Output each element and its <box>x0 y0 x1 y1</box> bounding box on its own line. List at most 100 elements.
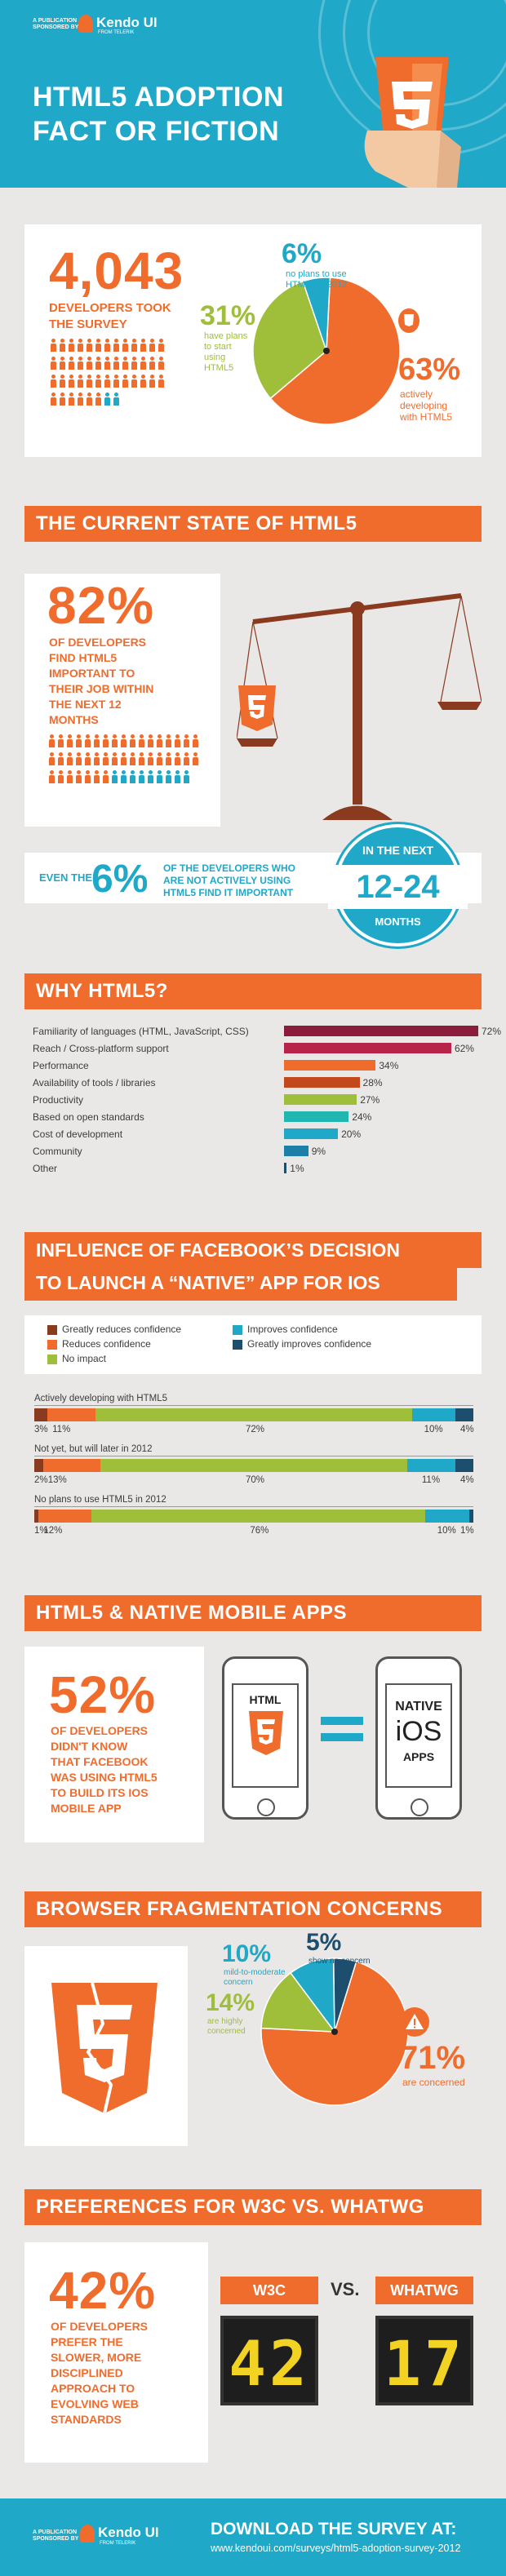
fb-segment-value: 1% <box>34 1526 48 1536</box>
legend-swatch <box>233 1339 242 1350</box>
person-icon <box>165 770 172 783</box>
brand-tagline: FROM TELERIK <box>98 30 135 35</box>
person-icon <box>140 357 147 370</box>
section-banner-fragmentation: BROWSER FRAGMENTATION CONCERNS <box>24 1891 482 1927</box>
pie-no-plans-label-1: no plans to use <box>286 269 347 279</box>
person-icon <box>57 734 64 747</box>
frag-highly-label: are highly concerned <box>207 2017 246 2037</box>
even-text-1: OF THE DEVELOPERS WHO <box>163 862 296 874</box>
person-icon <box>104 392 111 406</box>
fb-group-title: Actively developing with HTML5 <box>34 1394 167 1403</box>
survey-card <box>24 224 482 457</box>
fb-group-title: Not yet, but will later in 2012 <box>34 1444 153 1454</box>
download-url-link[interactable]: www.kendoui.com/surveys/html5-adoption-s… <box>211 2543 461 2554</box>
person-icon <box>93 770 100 783</box>
legend-item: Greatly reduces confidence <box>47 1323 181 1335</box>
person-icon <box>192 734 199 747</box>
person-icon <box>122 357 129 370</box>
person-icon <box>86 375 93 388</box>
fb-bar-segment <box>34 1459 43 1472</box>
person-icon <box>113 375 120 388</box>
why-bar-value: 20% <box>341 1128 362 1140</box>
fb-segment-value: 2% <box>34 1475 48 1485</box>
why-bar-label: Based on open standards <box>33 1111 144 1123</box>
equals-icon-bar <box>321 1733 363 1741</box>
phone-home-button <box>257 1798 275 1816</box>
legend-item: Improves confidence <box>233 1323 338 1335</box>
native-pct: 52% <box>49 1665 157 1724</box>
pie-plan-label-3: using <box>204 352 226 362</box>
legend-swatch <box>47 1324 57 1335</box>
importance-pct: 82% <box>47 576 155 635</box>
fb-group-rule <box>34 1506 473 1507</box>
person-icon <box>93 734 100 747</box>
why-bar-value: 28% <box>362 1077 383 1088</box>
person-icon <box>57 770 64 783</box>
why-bar-row: Productivity 27% <box>33 1093 506 1107</box>
fb-bar-segment <box>95 1408 412 1421</box>
person-icon <box>75 770 82 783</box>
fb-banner-line2: TO LAUNCH A “NATIVE” APP FOR IOS <box>36 1272 380 1293</box>
person-icon <box>131 339 138 352</box>
phone-home-button <box>411 1798 428 1816</box>
why-bar-label: Cost of development <box>33 1128 123 1140</box>
even-text-3: HTML5 FIND IT IMPORTANT <box>163 887 294 898</box>
person-icon <box>156 734 163 747</box>
person-icon <box>59 392 66 406</box>
person-icon <box>138 734 145 747</box>
fb-segment-value: 10% <box>437 1526 456 1536</box>
brand-name[interactable]: Kendo UI <box>96 15 158 30</box>
person-icon <box>111 752 118 765</box>
frag-mild-label-2: concern <box>224 1978 253 1987</box>
legend-label: Reduces confidence <box>62 1338 151 1350</box>
frag-mild-label-1: mild-to-moderate <box>224 1968 286 1977</box>
person-icon <box>95 375 102 388</box>
person-icon <box>138 770 145 783</box>
section-banner-w3c: PREFERENCES FOR W3C VS. WHATWG <box>24 2189 482 2225</box>
person-icon <box>59 375 66 388</box>
why-bar-label: Performance <box>33 1060 89 1071</box>
pie-active-pct: 63% <box>398 352 461 387</box>
fb-bar-segment <box>424 1510 469 1523</box>
person-icon <box>111 734 118 747</box>
person-icon <box>174 734 181 747</box>
frag-highly-pct: 14% <box>206 1989 255 2016</box>
w3c-card <box>24 2242 208 2463</box>
legend-label: Improves confidence <box>247 1323 338 1335</box>
person-icon <box>147 770 154 783</box>
fb-banner-bg-1 <box>24 1232 482 1268</box>
fb-segment-value: 70% <box>246 1475 265 1485</box>
footer-brand[interactable]: Kendo UI <box>98 2525 159 2540</box>
fb-bar-segment <box>455 1459 473 1472</box>
frag-highly-label-2: concerned <box>207 2027 246 2036</box>
native-label-1: NATIVE <box>395 1700 442 1714</box>
why-bar-row: Performance 34% <box>33 1058 506 1073</box>
fb-banner-bg-2 <box>24 1265 457 1301</box>
person-icon <box>129 734 136 747</box>
frag-mild-pct: 10% <box>222 1940 272 1967</box>
why-bar <box>284 1163 287 1173</box>
why-bar-chart: Familiarity of languages (HTML, JavaScri… <box>33 1024 506 1187</box>
pie-no-plans-label-2: HTML5 in 2012 <box>286 280 348 290</box>
fb-stacked-bar <box>34 1510 473 1523</box>
person-icon <box>66 734 73 747</box>
importance-caption-1: OF DEVELOPERS <box>49 636 147 649</box>
html5-shield-hand-icon <box>364 57 461 188</box>
person-icon <box>149 375 156 388</box>
pie-plan-label-1: have plans <box>204 331 248 341</box>
why-bar-label: Productivity <box>33 1094 84 1106</box>
person-icon <box>84 734 91 747</box>
pie-active-label: actively developing with HTML5 <box>400 388 452 423</box>
section-banner-current-state: THE CURRENT STATE OF HTML5 <box>24 506 482 542</box>
person-icon <box>174 770 181 783</box>
frag-highly-label-1: are highly <box>207 2017 243 2026</box>
person-icon <box>75 752 82 765</box>
legend-swatch <box>233 1324 242 1335</box>
w3c-caption-4: DISCIPLINED <box>51 2366 123 2379</box>
person-icon <box>158 339 165 352</box>
importance-caption-6: MONTHS <box>49 713 99 726</box>
fb-stacked-bar <box>34 1408 473 1421</box>
fb-bar-segment <box>42 1459 100 1472</box>
person-icon <box>147 734 154 747</box>
frag-none-label: show no concern <box>308 1957 371 1966</box>
